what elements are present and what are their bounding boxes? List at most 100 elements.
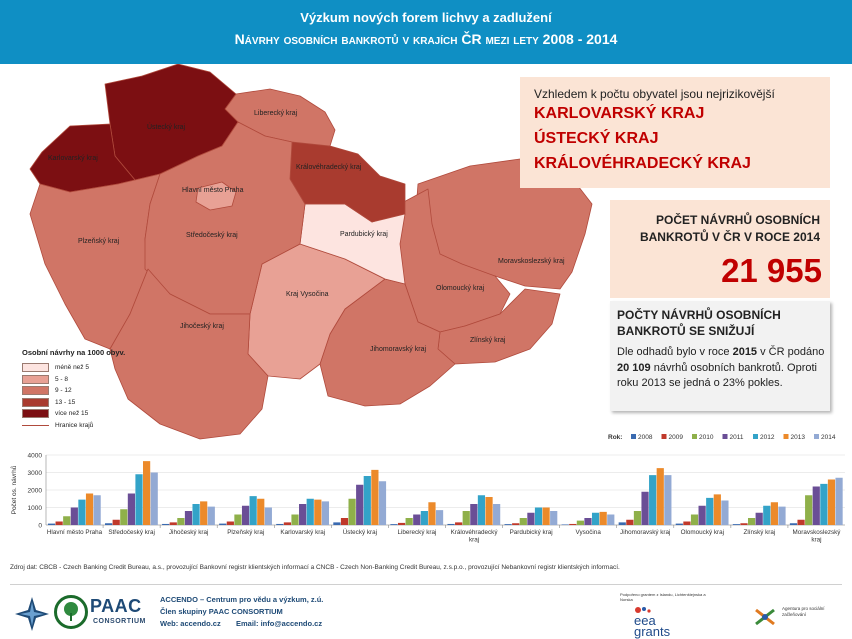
bar-2013 xyxy=(485,497,493,525)
agency-name: Agentura pro sociální začleňování xyxy=(782,606,825,617)
region-label-stredocesky: Středočeský kraj xyxy=(186,232,238,239)
total-bankruptcies-box: POČET NÁVRHŮ OSOBNÍCH BANKROTŮ V ČR V RO… xyxy=(610,200,830,298)
bar-2014 xyxy=(378,481,387,525)
bar-2010 xyxy=(120,509,128,525)
decline-text-part: v ČR podáno xyxy=(757,346,825,358)
bar-2010 xyxy=(234,514,242,525)
legend-label: méně než 5 xyxy=(55,364,89,371)
bar-2014 xyxy=(607,514,615,525)
chart-legend-label: 2008 xyxy=(638,434,653,441)
decline-number: 20 109 xyxy=(617,361,651,374)
chart-legend-label: 2010 xyxy=(699,434,714,441)
bar-2008 xyxy=(219,523,227,525)
bar-chart: 0 1000 2000 3000 4000 Počet os. návrhů Hlavní … xyxy=(0,428,852,562)
legend-border-line xyxy=(22,424,49,426)
bar-2009 xyxy=(283,522,292,525)
bar-2014 xyxy=(778,506,786,525)
bar-2010 xyxy=(747,518,756,525)
decline-text: Dle odhadů bylo v roce 2015 v ČR podáno … xyxy=(617,345,827,392)
x-tick-label: Ústecký kraj xyxy=(343,527,377,536)
chart-legend-title: Rok: xyxy=(608,434,622,441)
decline-year: 2015 xyxy=(732,346,758,358)
bar-2013 xyxy=(143,461,151,525)
bar-2014 xyxy=(264,507,272,525)
paac-logo-subtext: CONSORTIUM xyxy=(93,618,146,625)
bar-2013 xyxy=(371,469,379,525)
bar-2012 xyxy=(763,505,771,525)
chart-legend-label: 2011 xyxy=(730,434,744,441)
legend-swatch xyxy=(22,397,49,407)
region-label-jihocesky: Jihočeský kraj xyxy=(180,323,224,330)
paac-logo-text: PAAC xyxy=(90,596,142,616)
bar-2014 xyxy=(835,477,843,525)
bar-2008 xyxy=(675,523,683,525)
org-name: ACCENDO – Centrum pro vědu a výzkum, z.ú… xyxy=(160,595,324,604)
bar-chart-svg: 0 1000 2000 3000 4000 Počet os. návrhů Hlavní … xyxy=(10,434,845,544)
bar-2013 xyxy=(85,493,94,525)
region-label-liberecky: Liberecký kraj xyxy=(254,110,298,117)
bar-2009 xyxy=(569,523,577,525)
total-heading-line2: BANKROTŮ V ČR V ROCE 2014 xyxy=(639,230,820,244)
bar-2014 xyxy=(550,511,558,525)
bar-2014 xyxy=(493,504,501,525)
decline-box: POČTY NÁVRHŮ OSOBNÍCH BANKROTŮ SE SNIŽUJ… xyxy=(610,301,830,411)
legend-item: méně než 5 xyxy=(22,363,182,375)
x-tick-label: Zlínský kraj xyxy=(743,529,775,536)
region-label-pardubicky: Pardubický kraj xyxy=(340,231,388,238)
legend-label: 13 - 15 xyxy=(55,398,76,406)
legend-label: 9 - 12 xyxy=(55,387,72,394)
bar-2013 xyxy=(428,502,436,525)
chart-legend-swatch xyxy=(661,434,667,439)
chart-legend-label: 2009 xyxy=(669,434,684,441)
org-membership: Člen skupiny PAAC CONSORTIUM xyxy=(160,607,283,616)
region-stredocesky xyxy=(144,121,306,315)
bar-2011 xyxy=(127,493,136,525)
bar-2013 xyxy=(314,499,322,525)
bar-2012 xyxy=(706,497,714,525)
bar-2010 xyxy=(291,514,299,525)
region-praha xyxy=(195,181,237,211)
y-axis-label: Počet os. návrhů xyxy=(10,465,18,514)
x-tick-label: Jihočeský kraj xyxy=(169,529,209,536)
tree-icon xyxy=(64,602,78,621)
bar-2008 xyxy=(105,523,113,525)
region-label-karlovarsky: Karlovarský kraj xyxy=(48,155,98,162)
bar-2009 xyxy=(626,519,634,525)
bar-2008 xyxy=(561,524,569,525)
org-web-link[interactable]: Web: accendo.cz xyxy=(160,619,221,628)
bar-2012 xyxy=(249,496,257,525)
eea-grants-line2: grants xyxy=(634,624,671,639)
bar-2008 xyxy=(732,524,740,525)
legend-item: 5 - 8 xyxy=(22,374,182,387)
tree-emblem-logo-icon xyxy=(54,595,88,629)
decline-text-part: Dle odhadů bylo v roce xyxy=(617,346,733,358)
bar-2013 xyxy=(200,501,208,525)
bar-2011 xyxy=(812,486,820,525)
bar-2009 xyxy=(226,521,234,525)
compass-star-logo-icon xyxy=(15,597,49,631)
x-tick-label: Karlovarský kraj xyxy=(280,529,325,536)
region-label-zlinsky: Zlínský kraj xyxy=(470,337,506,344)
x-tick-label: Královéhradecký kraj xyxy=(451,529,499,544)
header-title-line1: Výzkum nových forem lichvy a zadlužení xyxy=(300,10,552,25)
x-tick-label: Olomoucký kraj xyxy=(681,529,724,536)
bar-2011 xyxy=(584,518,592,525)
bar-2013 xyxy=(257,498,265,525)
map-svg xyxy=(29,64,593,440)
header-banner: Výzkum nových forem lichvy a zadlužení N… xyxy=(0,0,852,64)
bar-2009 xyxy=(169,522,177,525)
bar-2012 xyxy=(420,511,428,525)
bar-2012 xyxy=(363,476,371,525)
bar-2014 xyxy=(93,495,101,525)
bar-2009 xyxy=(340,518,349,525)
org-email-link[interactable]: Email: info@accendo.cz xyxy=(236,619,323,628)
riskiest-region-1: KARLOVARSKÝ KRAJ xyxy=(534,105,705,122)
x-tick-label: Hlavní město Praha xyxy=(47,529,103,536)
legend-swatch xyxy=(22,363,49,372)
map-legend: Osobní návrhy na 1000 obyv. méně než 5 5… xyxy=(22,348,182,432)
bar-2010 xyxy=(690,514,699,525)
bar-2010 xyxy=(405,518,413,525)
bar-2012 xyxy=(477,495,486,525)
y-tick-label: 3000 xyxy=(28,470,43,477)
bar-2011 xyxy=(698,505,706,525)
